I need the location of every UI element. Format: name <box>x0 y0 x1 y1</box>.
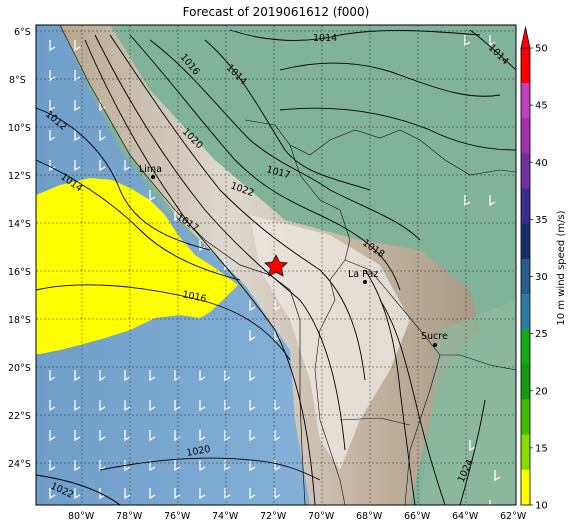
graticule <box>36 25 516 505</box>
map-title: Forecast of 2019061612 (f000) <box>182 5 370 19</box>
city-label-la-paz: La Paz <box>348 269 378 280</box>
colorbar-tick-label: 20 <box>535 386 548 397</box>
lat-tick: 18°S <box>8 315 31 326</box>
lon-tick: 66°W <box>404 511 431 522</box>
colorbar-segment <box>521 48 530 84</box>
city-label-sucre: Sucre <box>421 331 448 342</box>
lat-tick: 22°S <box>8 411 31 422</box>
colorbar-segment <box>521 294 530 330</box>
lat-tick: 8°S <box>9 75 26 86</box>
lat-tick: 6°S <box>14 27 31 38</box>
colorbar-tick-label: 15 <box>535 443 548 454</box>
colorbar-segment <box>521 153 530 190</box>
cities: Lima La Paz Sucre <box>139 164 448 347</box>
colorbar-segment <box>521 434 530 471</box>
colorbar: 10 15 20 25 30 35 40 45 50 10 m wind speed (m/s) <box>520 26 567 512</box>
lon-tick: 68°W <box>356 511 383 522</box>
colorbar-tick-label: 30 <box>535 272 548 283</box>
colorbar-segments <box>521 48 530 506</box>
isobars <box>36 29 516 505</box>
city-marker-lima <box>151 175 155 179</box>
lat-tick: 20°S <box>8 363 31 374</box>
lon-tick: 64°W <box>452 511 479 522</box>
map-area: 1014 1014 1016 1014 1012 1020 1017 1014 … <box>36 25 516 505</box>
wind-barbs <box>49 35 501 505</box>
colorbar-tick-label: 35 <box>535 215 548 226</box>
colorbar-segment <box>521 399 530 436</box>
isobar-label: 1014 <box>313 33 337 44</box>
lat-tick-labels: 6°S 8°S 10°S 12°S 14°S 16°S 18°S 20°S 22… <box>8 27 31 470</box>
lon-tick: 74°W <box>212 511 239 522</box>
coastline <box>59 25 306 505</box>
lon-tick: 76°W <box>164 511 191 522</box>
colorbar-tick-label: 50 <box>535 44 548 55</box>
colorbar-segment <box>521 188 530 225</box>
colorbar-label: 10 m wind speed (m/s) <box>556 210 567 325</box>
lat-tick: 24°S <box>8 459 31 470</box>
colorbar-segment <box>521 83 530 119</box>
colorbar-segment <box>521 329 530 365</box>
colorbar-segment <box>521 364 530 401</box>
lat-tick: 12°S <box>8 171 31 182</box>
colorbar-segment <box>521 469 530 506</box>
lon-tick-labels: 80°W 78°W 76°W 74°W 72°W 70°W 68°W 66°W … <box>68 511 527 522</box>
lon-tick: 80°W <box>68 511 95 522</box>
location-star-icon <box>264 254 288 277</box>
lat-tick: 14°S <box>8 219 31 230</box>
lon-tick: 78°W <box>116 511 143 522</box>
colorbar-segment <box>521 118 530 154</box>
colorbar-ticks: 10 15 20 25 30 35 40 45 50 <box>530 44 548 512</box>
city-label-lima: Lima <box>139 164 162 175</box>
lon-tick: 72°W <box>260 511 287 522</box>
chaco-layer <box>420 300 516 505</box>
lon-tick: 62°W <box>500 511 527 522</box>
lon-tick: 70°W <box>308 511 335 522</box>
colorbar-segment <box>521 258 530 295</box>
city-marker-la-paz <box>363 280 367 284</box>
city-marker-sucre <box>433 343 437 347</box>
lat-tick: 10°S <box>8 123 31 134</box>
isobar-label: 1016 <box>181 289 207 305</box>
colorbar-tick-label: 45 <box>535 101 548 112</box>
wind-speed-region <box>36 178 238 354</box>
lat-tick: 16°S <box>8 267 31 278</box>
colorbar-tick-label: 40 <box>535 158 548 169</box>
isobar-label: 1020 <box>186 444 212 459</box>
colorbar-tick-label: 25 <box>535 329 548 340</box>
map-frame <box>35 24 517 506</box>
colorbar-segment <box>521 223 530 260</box>
colorbar-extend-arrow <box>520 26 531 49</box>
colorbar-tick-label: 10 <box>535 501 548 512</box>
